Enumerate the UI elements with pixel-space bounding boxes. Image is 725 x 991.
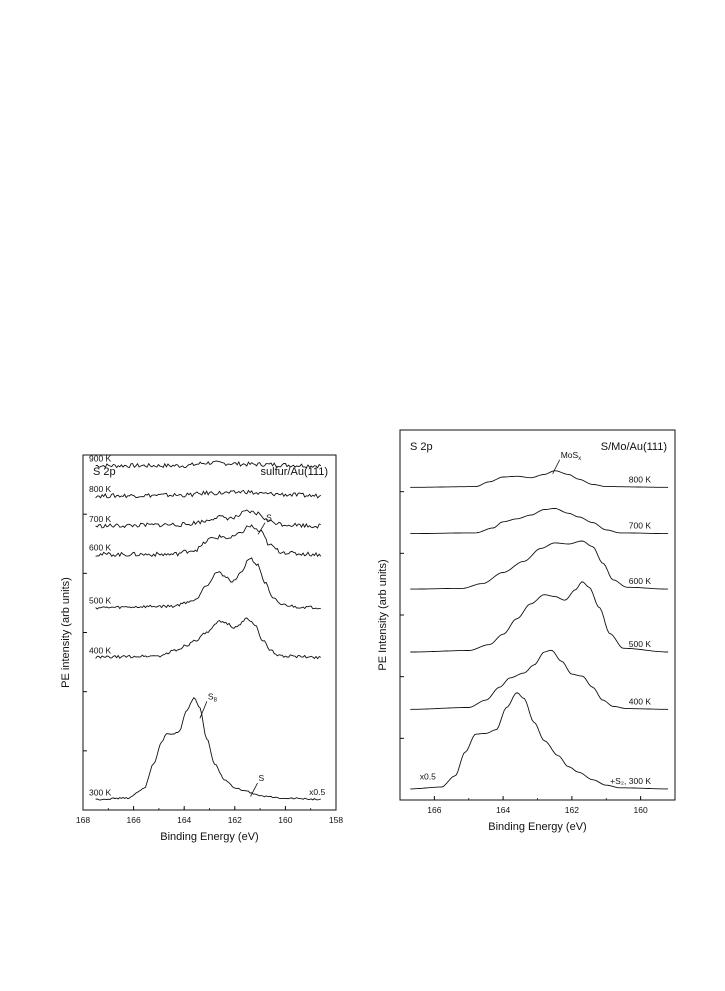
x-tick-label-158: 158 [329, 815, 343, 825]
annotation-pointer [199, 701, 208, 719]
annotation-pointer [552, 459, 561, 474]
series-line-600-k [95, 524, 322, 558]
annotation-s: S [259, 773, 265, 783]
series-line-700-k [95, 509, 321, 529]
series-line-300-k [95, 697, 321, 801]
series-label-900-k: 900 K [89, 454, 112, 464]
annotation-pointer [257, 522, 266, 535]
annotation-x0-5: x0.5 [309, 787, 325, 797]
x-axis-label: Binding Energy (eV) [160, 831, 258, 843]
series-label-500-k: 500 K [89, 596, 112, 606]
series-line-800-k [410, 470, 669, 488]
panel-title: S 2p [410, 441, 433, 453]
x-tick-label-160: 160 [278, 815, 292, 825]
chart-sulfur-au111: S 2p sulfur/Au(111) 168 166 164 162 160 158 Bind… [60, 454, 343, 843]
series-label-600-k: 600 K [629, 576, 652, 586]
series-label-700-k: 700 K [629, 521, 652, 531]
x-tick-label-162: 162 [565, 805, 579, 815]
panel-sulfur-au111: S 2p sulfur/Au(111) 168 166 164 162 160 158 Bind… [50, 454, 350, 855]
plot-frame [399, 429, 676, 801]
series-line-800-k [95, 489, 322, 499]
series-line-900-k [95, 460, 322, 469]
panel-s-mo-au111: S 2p S/Mo/Au(111) 166 164 162 160 Binding Ener… [375, 429, 680, 840]
x-tick-label-166: 166 [127, 815, 141, 825]
series-label-300-k: 300 K [89, 787, 112, 797]
x-tick-label-164: 164 [177, 815, 191, 825]
y-axis-label: PE intensity (arb units) [60, 577, 72, 688]
plot-frame [82, 454, 337, 811]
annotation-s8: S8 [208, 691, 218, 703]
series-label-400-k: 400 K [89, 645, 112, 655]
series-label-800-k: 800 K [89, 484, 112, 494]
series-line-500-k [410, 581, 669, 653]
series-label-600-k: 600 K [89, 542, 112, 552]
series-label-400-k: 400 K [629, 696, 652, 706]
chart-s-mo-au111: S 2p S/Mo/Au(111) 166 164 162 160 Binding Ener… [377, 429, 676, 833]
series-label-s-300-k: +S₂, 300 K [610, 776, 651, 786]
x-tick-label-166: 166 [427, 805, 441, 815]
x-tick-label-162: 162 [228, 815, 242, 825]
series-label-500-k: 500 K [629, 639, 652, 649]
annotation-x0-5: x0.5 [420, 772, 436, 782]
series-line-400-k [410, 649, 669, 710]
x-tick-label-164: 164 [496, 805, 510, 815]
series-line-500-k [95, 557, 321, 610]
annotation-pointer [250, 782, 258, 797]
x-tick-label-160: 160 [634, 805, 648, 815]
sample-label: S/Mo/Au(111) [601, 441, 667, 453]
series-line-s-300-k [410, 692, 669, 790]
series-line-600-k [410, 540, 669, 590]
series-label-700-k: 700 K [89, 514, 112, 524]
series-label-800-k: 800 K [629, 474, 652, 484]
series-line-700-k [410, 508, 669, 535]
y-axis-label: PE Intensity (arb units) [377, 559, 389, 670]
annotation-mosx: MoSx [561, 450, 581, 462]
x-axis-label: Binding Energy (eV) [488, 821, 586, 833]
x-tick-label-168: 168 [76, 815, 90, 825]
series-line-400-k [95, 617, 322, 660]
sample-label: sulfur/Au(111) [261, 466, 328, 478]
panel-title: S 2p [93, 466, 116, 478]
annotation-s: S [266, 513, 272, 523]
